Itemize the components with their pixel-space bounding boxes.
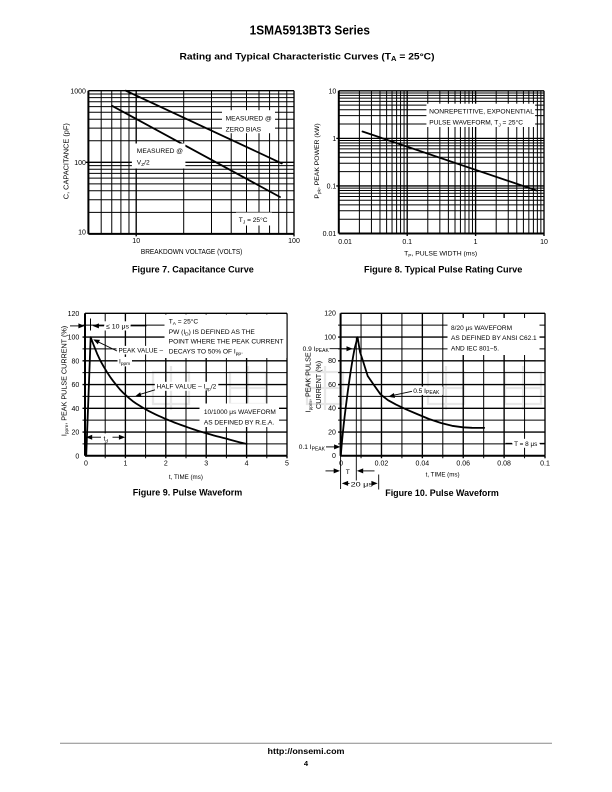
svg-text:0.5 IPEAK: 0.5 IPEAK: [413, 388, 440, 396]
svg-text:TP, PULSE WIDTH (ms): TP, PULSE WIDTH (ms): [404, 250, 477, 259]
svg-text:10: 10: [540, 239, 548, 246]
svg-text:10/1000 μs WAVEFORM: 10/1000 μs WAVEFORM: [204, 409, 276, 416]
svg-text:10: 10: [329, 88, 337, 95]
svg-text:TA = 25°C: TA = 25°C: [169, 317, 199, 327]
svg-text:Figure 10. Pulse Waveform: Figure 10. Pulse Waveform: [385, 487, 499, 498]
svg-text:40: 40: [72, 406, 80, 413]
svg-text:10: 10: [78, 229, 86, 236]
svg-text:60: 60: [328, 382, 336, 389]
svg-text:0.02: 0.02: [375, 460, 389, 467]
svg-text:4: 4: [245, 460, 249, 467]
svg-text:0: 0: [332, 453, 336, 460]
svg-text:20: 20: [72, 430, 80, 437]
svg-text:VZ/2: VZ/2: [137, 160, 150, 169]
svg-text:≤ 10 μs: ≤ 10 μs: [106, 323, 130, 330]
svg-text:20: 20: [328, 429, 336, 436]
svg-text:HALF VALUE – Ipp/2: HALF VALUE – Ipp/2: [157, 384, 217, 393]
svg-text:PEAK VALUE –: PEAK VALUE –: [119, 348, 164, 355]
svg-text:ZERO BIAS: ZERO BIAS: [226, 127, 262, 134]
svg-text:0.9 IPEAK: 0.9 IPEAK: [303, 346, 330, 354]
svg-text:3: 3: [204, 460, 208, 467]
svg-text:0.1: 0.1: [402, 239, 412, 246]
svg-text:100: 100: [68, 335, 80, 342]
svg-text:PULSE WAVEFORM, TJ = 25°C: PULSE WAVEFORM, TJ = 25°C: [429, 119, 523, 129]
svg-text:0.1: 0.1: [327, 184, 337, 191]
svg-text:AND IEC 801−5.: AND IEC 801−5.: [451, 345, 499, 352]
svg-text:10: 10: [132, 238, 140, 245]
svg-text:20 μs: 20 μs: [351, 481, 374, 488]
svg-text:td: td: [104, 436, 109, 445]
svg-text:0: 0: [75, 453, 79, 460]
svg-text:1000: 1000: [70, 89, 86, 96]
svg-text:4: 4: [304, 759, 309, 768]
svg-text:100: 100: [288, 238, 300, 245]
svg-text:100: 100: [324, 334, 336, 341]
svg-text:5: 5: [285, 460, 289, 467]
svg-text:40: 40: [328, 406, 336, 413]
svg-text:0.04: 0.04: [416, 460, 430, 467]
svg-text:Rating and Typical Characteris: Rating and Typical Characteristic Curves…: [180, 51, 435, 63]
svg-text:BREAKDOWN VOLTAGE (VOLTS): BREAKDOWN VOLTAGE (VOLTS): [141, 249, 243, 256]
svg-text:0.08: 0.08: [497, 460, 511, 467]
svg-text:Ippm: Ippm: [119, 359, 130, 368]
svg-text:8/20 μs WAVEFORM: 8/20 μs WAVEFORM: [451, 325, 512, 332]
svg-text:60: 60: [72, 382, 80, 389]
svg-text:1: 1: [474, 239, 478, 246]
svg-text:TJ = 25°C: TJ = 25°C: [239, 216, 268, 226]
svg-text:MEASURED @: MEASURED @: [226, 116, 272, 123]
svg-text:AS DEFINED BY ANSI C62.1: AS DEFINED BY ANSI C62.1: [451, 335, 537, 342]
svg-text:0.01: 0.01: [338, 239, 352, 246]
svg-text:2: 2: [164, 460, 168, 467]
svg-text:MEASURED @: MEASURED @: [137, 148, 183, 155]
svg-text:0.06: 0.06: [456, 460, 470, 467]
svg-text:1: 1: [123, 460, 127, 467]
svg-text:C, CAPACITANCE (pF): C, CAPACITANCE (pF): [64, 123, 71, 199]
svg-text:t, TIME (ms): t, TIME (ms): [426, 471, 460, 478]
svg-text:CURRENT (%): CURRENT (%): [314, 361, 323, 409]
svg-text:NONREPETITIVE, EXPONENTIAL: NONREPETITIVE, EXPONENTIAL: [429, 108, 534, 115]
svg-text:120: 120: [324, 311, 336, 318]
svg-text:T: T: [346, 469, 350, 476]
svg-text:Ippm, PEAK PULSE CURRENT (%): Ippm, PEAK PULSE CURRENT (%): [60, 326, 71, 436]
svg-text:0.1 IPEAK: 0.1 IPEAK: [299, 444, 326, 452]
svg-text:1SMA5913BT3 Series: 1SMA5913BT3 Series: [250, 22, 370, 37]
svg-text:t, TIME (ms): t, TIME (ms): [169, 474, 203, 481]
svg-text:80: 80: [72, 358, 80, 365]
svg-text:Ppk, PEAK POWER (kW): Ppk, PEAK POWER (kW): [314, 123, 323, 198]
svg-text:http://onsemi.com: http://onsemi.com: [268, 747, 345, 756]
svg-text:PW (ID) IS DEFINED AS THE: PW (ID) IS DEFINED AS THE: [169, 329, 256, 338]
svg-text:0.01: 0.01: [323, 231, 337, 238]
svg-text:AS DEFINED BY R.E.A.: AS DEFINED BY R.E.A.: [204, 419, 274, 426]
svg-text:80: 80: [328, 358, 336, 365]
svg-text:Figure 8. Typical Pulse Rating: Figure 8. Typical Pulse Rating Curve: [364, 263, 522, 274]
svg-text:Ippm, PEAK PULSE: Ippm, PEAK PULSE: [303, 352, 314, 412]
svg-text:0: 0: [84, 460, 88, 467]
svg-text:0: 0: [339, 460, 343, 467]
svg-text:DECAYS TO 50% OF Ipp.: DECAYS TO 50% OF Ipp.: [169, 349, 243, 358]
svg-text:T = 8 μs: T = 8 μs: [514, 441, 538, 448]
svg-text:100: 100: [74, 160, 86, 167]
svg-text:1: 1: [332, 136, 336, 143]
svg-text:Figure 9. Pulse Waveform: Figure 9. Pulse Waveform: [133, 487, 243, 498]
svg-text:0.1: 0.1: [540, 460, 550, 467]
svg-text:POINT WHERE THE PEAK CURRENT: POINT WHERE THE PEAK CURRENT: [169, 339, 284, 346]
svg-text:Figure 7. Capacitance Curve: Figure 7. Capacitance Curve: [132, 263, 254, 274]
svg-text:120: 120: [68, 311, 80, 318]
